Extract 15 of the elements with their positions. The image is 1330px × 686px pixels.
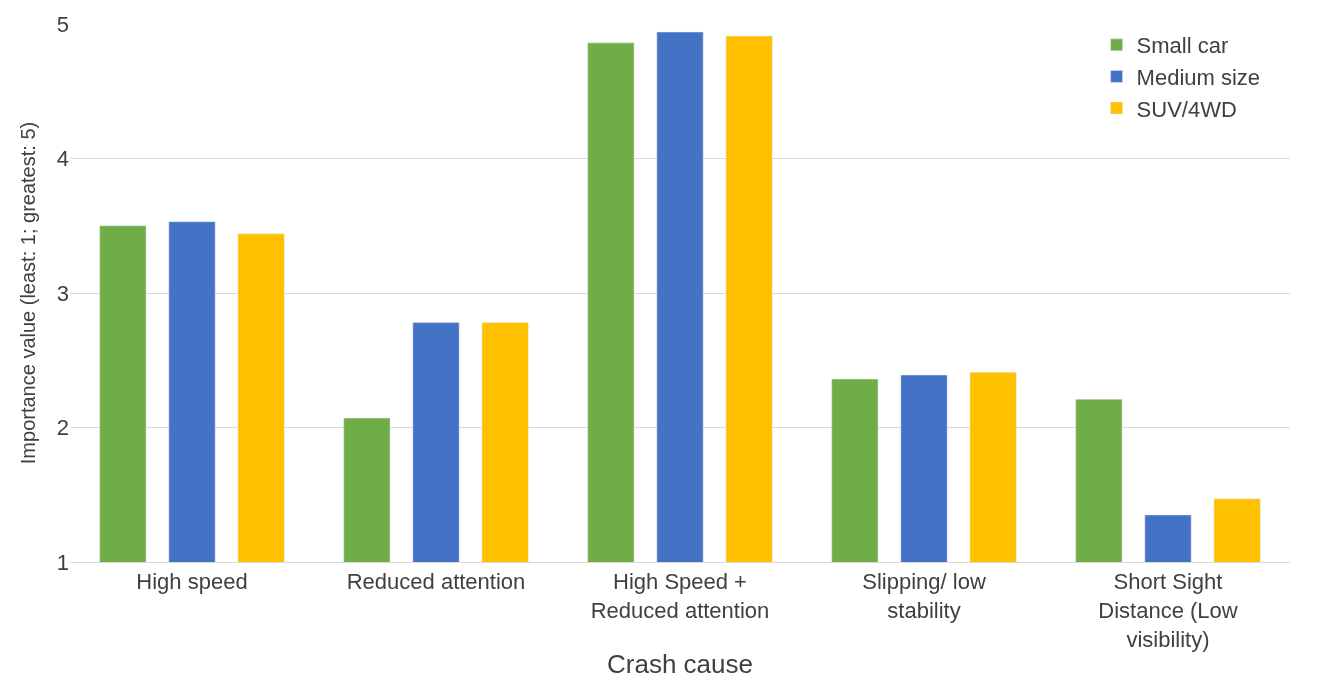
x-tick-label: Short Sight Distance (Low visibility) [1098, 569, 1238, 652]
legend-label: Small car [1136, 33, 1229, 59]
x-tick-label: Slipping/ low stability [862, 569, 986, 623]
x-tick-label: Reduced attention [346, 569, 526, 595]
y-tick-label: 3 [56, 280, 69, 306]
legend-label: SUV/4WD [1136, 96, 1237, 122]
x-tick-label: High Speed + Reduced attention [590, 569, 770, 623]
y-tick-label: 4 [56, 146, 69, 172]
y-tick-label: 5 [56, 11, 69, 37]
y-axis-title: Importance value (least: 1; greatest: 5) [17, 121, 40, 465]
y-tick-label: 2 [56, 415, 69, 441]
legend-label: Medium size [1136, 64, 1261, 90]
x-axis-title: Crash cause [607, 649, 753, 680]
y-tick-label: 1 [56, 549, 69, 575]
x-tick-label: High speed [136, 569, 248, 595]
